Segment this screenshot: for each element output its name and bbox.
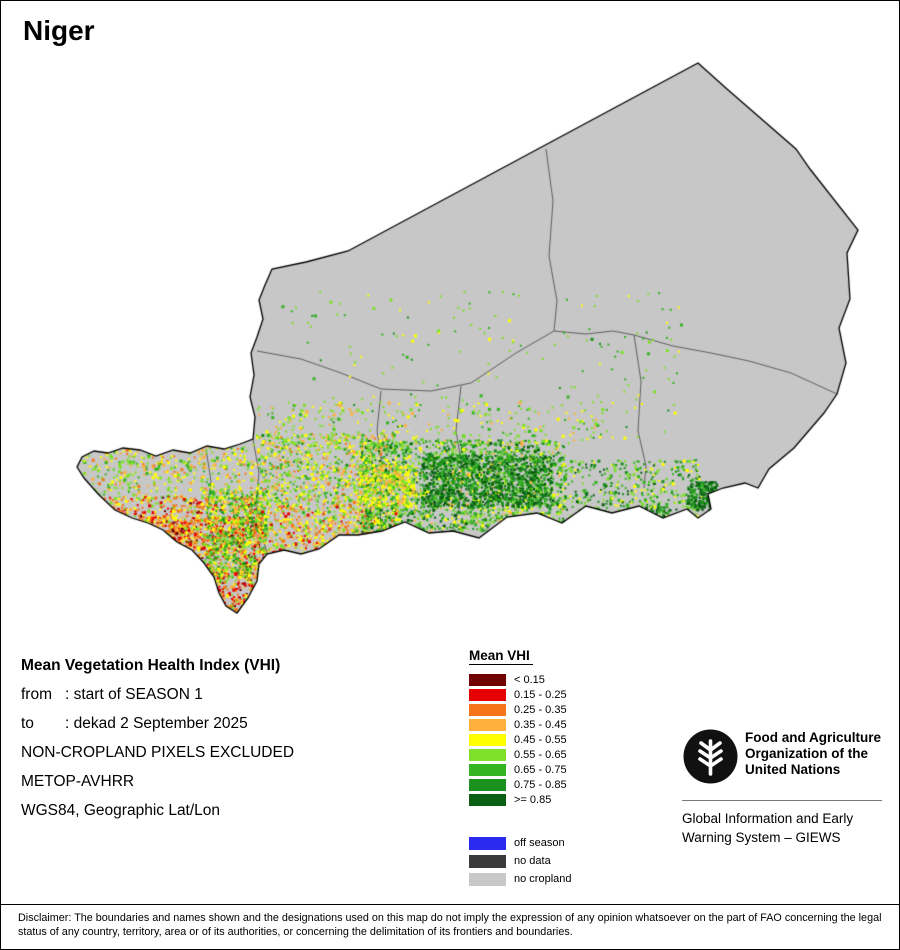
legend-item: 0.45 - 0.55 (469, 732, 572, 747)
map-info-to: to : dekad 2 September 2025 (21, 714, 294, 734)
legend-swatch (469, 748, 506, 761)
legend-swatch (469, 836, 506, 850)
legend-item: 0.15 - 0.25 (469, 687, 572, 702)
legend-item: 0.55 - 0.65 (469, 747, 572, 762)
legend-item-label: 0.15 - 0.25 (514, 688, 567, 701)
fao-org-line: Food and Agriculture (745, 730, 881, 745)
legend-swatch (469, 793, 506, 806)
fao-divider (682, 800, 882, 801)
disclaimer: Disclaimer: The boundaries and names sho… (1, 904, 899, 949)
legend: Mean VHI < 0.15 0.15 - 0.25 0.25 - 0.35 … (469, 647, 572, 888)
legend-item: no cropland (469, 870, 572, 888)
legend-item: off season (469, 834, 572, 852)
fao-org-line: United Nations (745, 762, 841, 778)
giews-line: Global Information and Early (682, 811, 854, 826)
map-info-from: from : start of SEASON 1 (21, 685, 294, 705)
legend-item-label: 0.35 - 0.45 (514, 718, 567, 731)
fao-org-name: Food and Agriculture Organization of the… (745, 728, 881, 785)
legend-item-label: off season (514, 837, 565, 849)
legend-swatch (469, 854, 506, 868)
niger-vhi-map (1, 1, 899, 641)
legend-item-label: 0.45 - 0.55 (514, 733, 567, 746)
legend-swatch (469, 763, 506, 776)
page-title: Niger (23, 15, 95, 46)
legend-item: 0.65 - 0.75 (469, 762, 572, 777)
legend-item-label: 0.25 - 0.35 (514, 703, 567, 716)
fao-org-line: Organization of the (745, 746, 868, 762)
legend-item: 0.75 - 0.85 (469, 777, 572, 792)
legend-title: Mean VHI (469, 648, 533, 665)
legend-item-label: 0.65 - 0.75 (514, 763, 567, 776)
legend-swatch (469, 703, 506, 716)
map-info-noncropland: NON-CROPLAND PIXELS EXCLUDED (21, 744, 295, 761)
to-label: to (21, 715, 34, 732)
to-value: : dekad 2 September 2025 (65, 715, 248, 732)
legend-rows: < 0.15 0.15 - 0.25 0.25 - 0.35 0.35 - 0.… (469, 672, 572, 888)
legend-item-label: no cropland (514, 873, 572, 885)
giews-line: Warning System – GIEWS (682, 829, 841, 845)
legend-item-label: 0.75 - 0.85 (514, 778, 567, 791)
map-info-block: Mean Vegetation Health Index (VHI) from:… (21, 656, 294, 830)
legend-item-label: no data (514, 855, 551, 867)
legend-swatch (469, 688, 506, 701)
legend-swatch (469, 673, 506, 686)
legend-item: 0.25 - 0.35 (469, 702, 572, 717)
legend-item-label: 0.55 - 0.65 (514, 748, 567, 761)
from-label: from (21, 686, 52, 703)
legend-swatch (469, 733, 506, 746)
fao-block: Food and Agriculture Organization of the… (682, 728, 882, 847)
legend-swatch (469, 778, 506, 791)
fao-header: Food and Agriculture Organization of the… (682, 728, 882, 785)
legend-item: no data (469, 852, 572, 870)
legend-item: < 0.15 (469, 672, 572, 687)
legend-swatch (469, 872, 506, 886)
legend-item: >= 0.85 (469, 792, 572, 807)
fao-logo-icon (683, 729, 738, 784)
giews-name: Global Information and Early Warning Sys… (682, 810, 882, 847)
map-info-heading: Mean Vegetation Health Index (VHI) (21, 657, 281, 674)
map-info-sensor: METOP-AVHRR (21, 773, 135, 790)
map-info-projection: WGS84, Geographic Lat/Lon (21, 802, 221, 819)
legend-item: 0.35 - 0.45 (469, 717, 572, 732)
legend-swatch (469, 718, 506, 731)
legend-item-label: >= 0.85 (514, 793, 552, 806)
from-value: : start of SEASON 1 (65, 686, 203, 703)
legend-item-label: < 0.15 (514, 673, 545, 686)
